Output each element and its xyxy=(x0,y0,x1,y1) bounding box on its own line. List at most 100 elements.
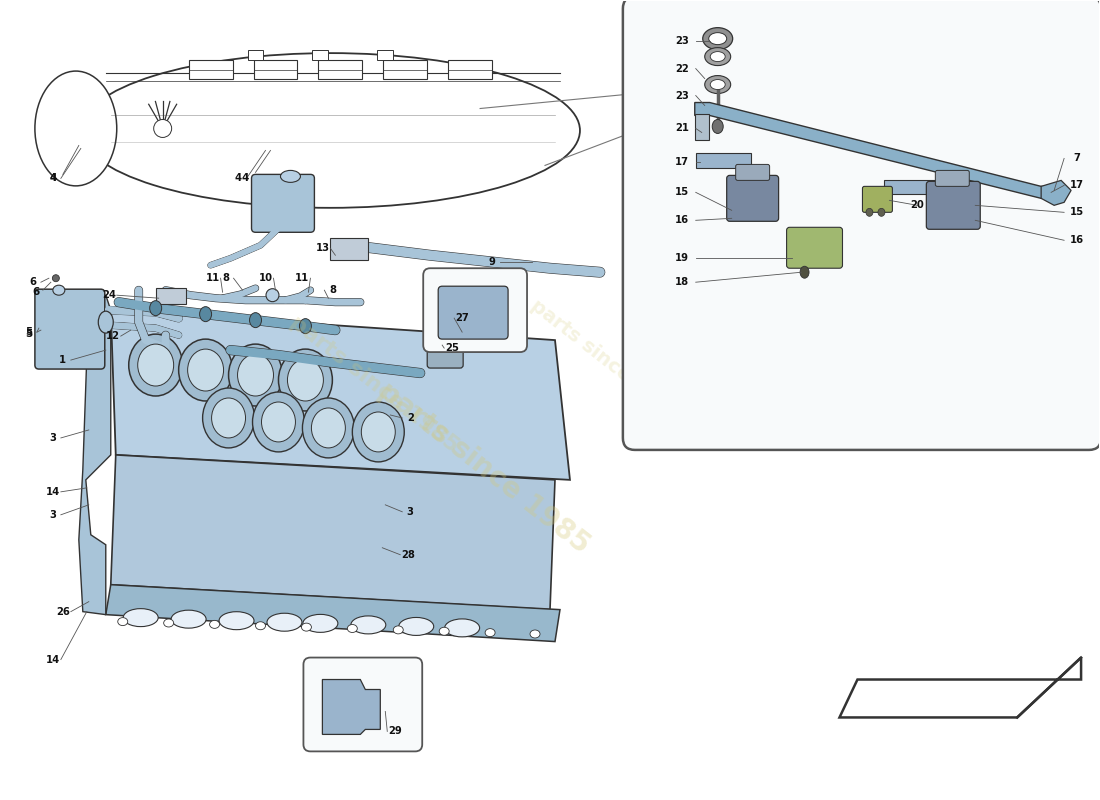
FancyBboxPatch shape xyxy=(736,165,770,180)
FancyBboxPatch shape xyxy=(623,0,1100,450)
Text: 3: 3 xyxy=(50,433,56,443)
Text: 23: 23 xyxy=(675,90,689,101)
FancyBboxPatch shape xyxy=(427,327,463,368)
Text: 17: 17 xyxy=(1070,180,1085,190)
Ellipse shape xyxy=(238,354,274,396)
Text: 14: 14 xyxy=(46,487,60,497)
Ellipse shape xyxy=(202,388,254,448)
FancyBboxPatch shape xyxy=(304,658,422,751)
Text: 6: 6 xyxy=(30,278,36,287)
Text: 3: 3 xyxy=(407,507,414,517)
Ellipse shape xyxy=(711,52,725,62)
Bar xyxy=(330,238,369,260)
Ellipse shape xyxy=(129,334,183,396)
Ellipse shape xyxy=(287,359,323,401)
Ellipse shape xyxy=(711,79,725,90)
Text: 10: 10 xyxy=(258,274,273,283)
Bar xyxy=(318,59,362,78)
Ellipse shape xyxy=(253,392,305,452)
Ellipse shape xyxy=(266,289,279,302)
Polygon shape xyxy=(1041,180,1071,206)
Bar xyxy=(377,50,394,59)
Text: 11: 11 xyxy=(295,274,309,283)
Bar xyxy=(383,59,427,78)
Ellipse shape xyxy=(188,349,223,391)
Ellipse shape xyxy=(210,620,220,628)
Text: 11: 11 xyxy=(206,274,220,283)
Text: 5: 5 xyxy=(25,329,33,339)
Bar xyxy=(695,114,708,141)
Ellipse shape xyxy=(178,339,232,401)
Text: 17: 17 xyxy=(674,158,689,167)
Text: parts since 1985: parts since 1985 xyxy=(527,297,683,424)
Ellipse shape xyxy=(255,622,265,630)
Ellipse shape xyxy=(878,208,884,216)
Polygon shape xyxy=(79,295,111,614)
Ellipse shape xyxy=(219,612,254,630)
Text: 14: 14 xyxy=(46,654,60,665)
Ellipse shape xyxy=(444,619,480,637)
Bar xyxy=(884,180,936,194)
Bar xyxy=(188,59,232,78)
FancyBboxPatch shape xyxy=(727,175,779,222)
Text: 26: 26 xyxy=(56,606,69,617)
Ellipse shape xyxy=(394,626,404,634)
Text: 28: 28 xyxy=(402,550,415,560)
Ellipse shape xyxy=(712,119,723,134)
Ellipse shape xyxy=(351,616,386,634)
Ellipse shape xyxy=(301,623,311,631)
Bar xyxy=(248,50,264,59)
Text: parts since 1985: parts since 1985 xyxy=(286,312,462,456)
Text: 18: 18 xyxy=(674,278,689,287)
Text: 25: 25 xyxy=(446,343,459,353)
FancyBboxPatch shape xyxy=(35,289,104,369)
Ellipse shape xyxy=(154,119,172,138)
Text: 8: 8 xyxy=(222,274,229,283)
Ellipse shape xyxy=(53,285,65,295)
Ellipse shape xyxy=(80,53,580,208)
Text: 15: 15 xyxy=(674,187,689,198)
Bar xyxy=(695,154,750,169)
Polygon shape xyxy=(106,585,560,642)
Text: 5: 5 xyxy=(25,327,32,337)
Text: 27: 27 xyxy=(455,313,469,323)
Ellipse shape xyxy=(35,71,117,186)
Ellipse shape xyxy=(352,402,405,462)
Ellipse shape xyxy=(485,629,495,637)
Text: 19: 19 xyxy=(674,254,689,263)
Text: 8: 8 xyxy=(329,285,336,295)
Bar xyxy=(253,59,297,78)
FancyBboxPatch shape xyxy=(252,174,315,232)
Ellipse shape xyxy=(705,48,730,66)
FancyBboxPatch shape xyxy=(862,186,892,212)
Bar xyxy=(156,288,186,304)
Ellipse shape xyxy=(361,412,395,452)
Text: 15: 15 xyxy=(1070,207,1085,218)
FancyBboxPatch shape xyxy=(926,182,980,230)
Ellipse shape xyxy=(866,208,873,216)
Text: 6: 6 xyxy=(32,287,40,297)
Ellipse shape xyxy=(278,349,332,411)
Text: parts since 1985: parts since 1985 xyxy=(373,377,595,559)
Bar xyxy=(448,59,492,78)
Text: 4: 4 xyxy=(50,174,56,183)
Ellipse shape xyxy=(348,625,358,633)
Ellipse shape xyxy=(311,408,345,448)
Text: 2: 2 xyxy=(407,413,414,423)
Ellipse shape xyxy=(118,618,128,626)
Ellipse shape xyxy=(138,344,174,386)
Ellipse shape xyxy=(399,618,433,635)
Text: 20: 20 xyxy=(911,200,924,210)
Ellipse shape xyxy=(703,28,733,50)
Ellipse shape xyxy=(150,301,162,316)
Ellipse shape xyxy=(229,344,283,406)
FancyBboxPatch shape xyxy=(424,268,527,352)
Text: 4: 4 xyxy=(50,174,56,183)
FancyBboxPatch shape xyxy=(935,170,969,186)
Ellipse shape xyxy=(439,627,449,635)
Polygon shape xyxy=(695,102,1054,198)
Bar xyxy=(312,50,329,59)
Ellipse shape xyxy=(211,398,245,438)
Ellipse shape xyxy=(708,33,727,45)
Ellipse shape xyxy=(53,274,59,282)
